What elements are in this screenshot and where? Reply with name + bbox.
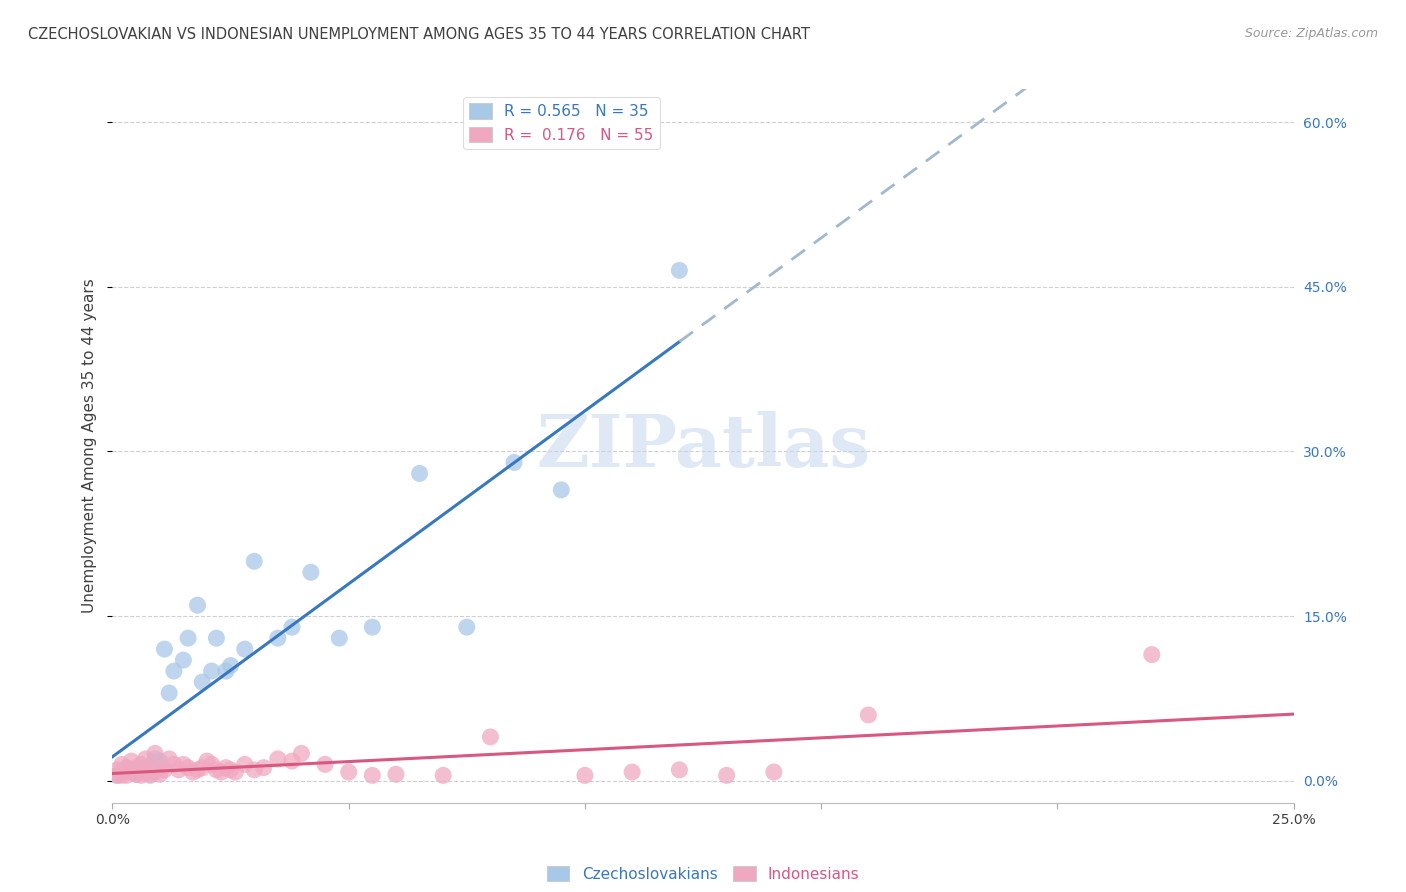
Point (385, 767, 408, 781)
Point (668, 763, 690, 777)
Text: CZECHOSLOVAKIAN VS INDONESIAN UNEMPLOYMENT AMONG AGES 35 TO 44 YEARS CORRELATION: CZECHOSLOVAKIAN VS INDONESIAN UNEMPLOYME… (28, 27, 810, 42)
Point (243, 554, 266, 568)
Point (233, 642, 256, 657)
Point (111, 757, 134, 772)
Point (139, 768, 162, 782)
Point (290, 747, 312, 761)
Point (153, 763, 176, 777)
Point (172, 757, 194, 772)
Point (149, 767, 172, 781)
Point (143, 752, 166, 766)
Point (139, 763, 162, 777)
Point (1140, 648, 1163, 662)
Point (281, 754, 304, 768)
Point (135, 752, 157, 766)
Point (115, 761, 138, 775)
Point (299, 566, 322, 580)
Point (157, 686, 180, 700)
Point (408, 467, 430, 481)
Point (219, 763, 242, 777)
Point (125, 767, 148, 781)
Point (125, 761, 148, 775)
Point (503, 455, 526, 469)
Point (149, 761, 172, 775)
Point (139, 767, 162, 781)
Point (143, 765, 166, 780)
Point (233, 757, 256, 772)
Point (267, 752, 290, 766)
Point (149, 754, 172, 768)
Point (762, 765, 785, 780)
Point (574, 768, 596, 782)
Point (115, 763, 138, 777)
Point (129, 757, 152, 772)
Point (621, 765, 644, 780)
Point (205, 631, 228, 645)
Point (111, 768, 134, 782)
Point (205, 763, 228, 777)
Point (172, 653, 194, 667)
Point (361, 620, 384, 634)
Point (201, 664, 224, 678)
Point (105, 763, 128, 777)
Point (129, 768, 152, 782)
Point (219, 658, 242, 673)
Point (115, 763, 138, 777)
Point (163, 757, 186, 772)
Point (186, 763, 208, 777)
Text: ZIPatlas: ZIPatlas (536, 410, 870, 482)
Point (201, 757, 224, 772)
Point (328, 631, 350, 645)
Point (361, 768, 384, 782)
Point (177, 631, 200, 645)
Legend: Czechoslovakians, Indonesians: Czechoslovakians, Indonesians (540, 860, 866, 888)
Point (105, 768, 128, 782)
Y-axis label: Unemployment Among Ages 35 to 44 years: Unemployment Among Ages 35 to 44 years (82, 278, 97, 614)
Text: Source: ZipAtlas.com: Source: ZipAtlas.com (1244, 27, 1378, 40)
Point (215, 664, 238, 678)
Point (120, 765, 142, 780)
Point (456, 620, 478, 634)
Point (125, 763, 148, 777)
Point (191, 761, 214, 775)
Point (157, 752, 180, 766)
Point (191, 675, 214, 690)
Point (243, 763, 266, 777)
Point (224, 765, 246, 780)
Point (163, 664, 186, 678)
Point (858, 708, 880, 723)
Point (281, 620, 304, 634)
Point (167, 763, 190, 777)
Point (120, 763, 142, 777)
Point (716, 768, 738, 782)
Point (479, 730, 502, 744)
Point (125, 767, 148, 781)
Point (111, 765, 134, 780)
Point (253, 761, 276, 775)
Point (337, 765, 360, 780)
Point (550, 483, 572, 497)
Point (668, 263, 690, 277)
Point (314, 757, 336, 772)
Point (195, 754, 218, 768)
Point (177, 761, 200, 775)
Point (129, 765, 152, 780)
Point (115, 768, 138, 782)
Point (267, 631, 290, 645)
Point (215, 761, 238, 775)
Point (105, 768, 128, 782)
Point (181, 765, 204, 780)
Point (432, 768, 454, 782)
Point (186, 598, 208, 612)
Point (153, 642, 176, 657)
Point (135, 765, 157, 780)
Point (135, 761, 157, 775)
Point (143, 747, 166, 761)
Point (120, 754, 142, 768)
Point (209, 765, 232, 780)
